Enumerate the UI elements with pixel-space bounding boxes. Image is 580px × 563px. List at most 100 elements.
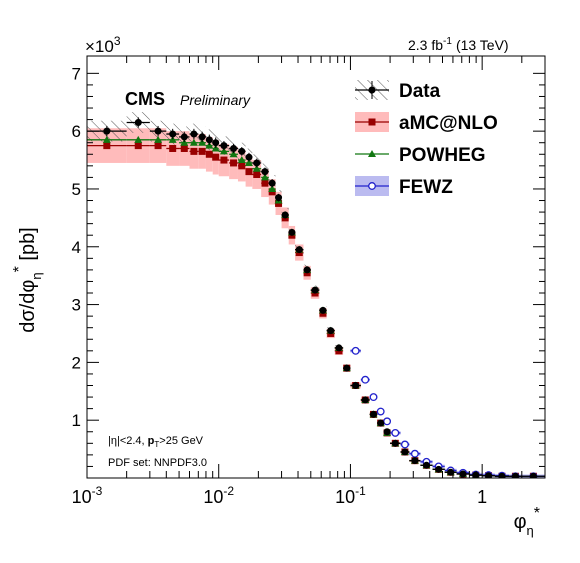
data-point	[485, 472, 493, 478]
powheg-point	[180, 138, 189, 146]
powheg-point	[219, 147, 228, 155]
data-point	[180, 133, 188, 141]
data-point	[103, 127, 111, 135]
data-point	[198, 133, 206, 141]
data-point	[343, 364, 351, 372]
amcatnlo-point	[180, 144, 188, 152]
data-point	[411, 457, 419, 465]
powheg-point	[102, 135, 111, 143]
axes: 1 2 3 4 5 6 7 10-3 10-2 10-1 1	[72, 56, 546, 507]
amcatnlo-point	[134, 142, 142, 150]
y-tick-label: 6	[72, 122, 81, 141]
amcatnlo-point	[245, 168, 253, 176]
data-point	[352, 382, 360, 390]
amcatnlo-point	[238, 162, 246, 170]
data-point	[401, 448, 409, 456]
plot-frame	[86, 55, 546, 479]
fewz-point	[361, 375, 370, 384]
legend-label: FEWZ	[399, 177, 453, 198]
powheg-point	[252, 164, 261, 172]
legend-label: Data	[399, 81, 441, 102]
amcatnlo-point	[169, 144, 177, 152]
data-point	[212, 139, 220, 147]
amcatnlo-point	[103, 142, 111, 150]
data-point	[335, 344, 343, 352]
amcatnlo-point	[212, 153, 220, 161]
data-point	[459, 470, 467, 478]
legend-label: POWHEG	[399, 145, 486, 166]
powheg-point	[168, 135, 177, 143]
powheg-point	[154, 135, 163, 143]
preliminary-label: Preliminary	[180, 92, 251, 108]
powheg-point	[237, 156, 246, 164]
x-tick-label: 10-1	[335, 484, 366, 507]
powheg-point	[229, 150, 238, 158]
data-point	[498, 472, 506, 478]
data-point	[529, 472, 537, 478]
data-point	[435, 465, 443, 473]
x-tick-label: 1	[477, 487, 487, 507]
data-point	[303, 266, 311, 274]
y-axis-title: dσ/dφη* [pb]	[11, 227, 44, 333]
cut-label: |η|<2.4, pT>25 GeV	[108, 435, 204, 449]
data-point	[511, 472, 519, 478]
powheg-point	[198, 138, 207, 146]
legend-marker	[368, 118, 376, 126]
y-tick-label: 4	[72, 238, 81, 257]
fewz-point	[376, 407, 385, 416]
data-point	[281, 211, 289, 219]
data-point	[295, 246, 303, 254]
x-tick-label: 10-3	[72, 484, 103, 507]
data-point	[361, 396, 369, 404]
amcatnlo-point	[198, 147, 206, 155]
fewz-point	[391, 428, 400, 437]
powheg-point	[134, 135, 143, 143]
amcatnlo-point	[230, 159, 238, 167]
data-point	[377, 419, 385, 427]
amcatnlo-point	[261, 179, 269, 187]
data-point	[319, 306, 327, 314]
fewz-point	[383, 417, 392, 426]
data-point	[311, 286, 319, 294]
powheg-point	[260, 173, 269, 181]
data-point	[268, 179, 276, 187]
legend-marker	[368, 182, 376, 190]
data-point	[220, 142, 228, 150]
data-point	[230, 144, 238, 152]
data-point	[383, 428, 391, 436]
powheg-point	[268, 184, 277, 192]
powheg-point	[189, 138, 198, 146]
data-point	[190, 130, 198, 138]
svg-text:dσ/dφη* [pb]: dσ/dφη* [pb]	[11, 227, 44, 333]
fewz-point	[369, 393, 378, 402]
legend: Data aMC@NLO POWHEG FEWZ	[355, 80, 498, 198]
data-point	[154, 127, 162, 135]
y-multiplier: ×103	[85, 34, 121, 56]
amcatnlo-point	[205, 150, 213, 158]
data-point	[288, 228, 296, 236]
y-tick-label: 3	[72, 296, 81, 315]
data-point	[261, 168, 269, 176]
data-point	[169, 130, 177, 138]
fewz-point	[410, 449, 419, 458]
pdf-label: PDF set: NNPDF3.0	[108, 457, 207, 469]
amcatnlo-point	[190, 147, 198, 155]
powheg-point	[244, 158, 253, 166]
legend-label: aMC@NLO	[399, 113, 498, 134]
y-tick-label: 1	[72, 411, 81, 430]
amcatnlo-point	[220, 156, 228, 164]
amcatnlo-point	[154, 142, 162, 150]
series-layer	[87, 117, 545, 478]
data-point	[253, 159, 261, 167]
data-point	[238, 147, 246, 155]
data-point	[391, 439, 399, 447]
y-tick-label: 2	[72, 353, 81, 372]
y-tick-label: 7	[72, 64, 81, 83]
amcatnlo-point	[253, 171, 261, 179]
x-axis-title: φη*	[514, 505, 540, 538]
lumi-label: 2.3 fb-1 (13 TeV)	[408, 36, 509, 53]
data-point	[370, 410, 378, 418]
legend-marker	[368, 150, 376, 157]
cms-label: CMS	[125, 89, 165, 109]
data-point	[275, 194, 283, 202]
